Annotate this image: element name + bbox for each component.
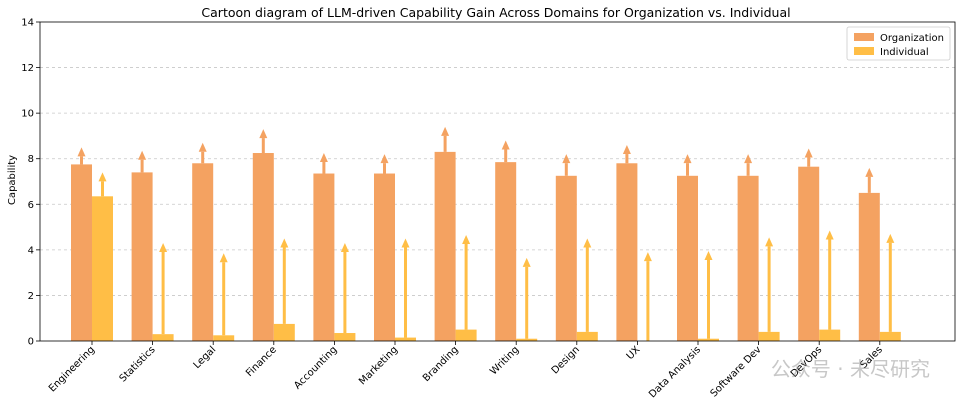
y-tick-label: 10: [21, 109, 34, 120]
y-tick-label: 4: [28, 245, 34, 256]
individual-bar: [395, 337, 416, 341]
organization-bar: [858, 192, 880, 341]
legend-label: Organization: [880, 33, 944, 44]
individual-bar: [152, 334, 174, 341]
individual-arrow-head: [522, 257, 531, 267]
organization-bar: [677, 175, 698, 341]
individual-arrow-head: [462, 235, 471, 245]
individual-arrow-head: [886, 233, 895, 243]
organization-bar: [192, 163, 214, 341]
organization-arrow-head: [683, 154, 692, 164]
individual-arrow-head: [704, 250, 713, 260]
legend: Organization Individual: [846, 26, 951, 61]
plot-frame: [39, 21, 956, 342]
y-tick-label: 14: [21, 18, 34, 29]
legend-swatch: [854, 47, 874, 55]
x-tick-label: Marketing: [357, 344, 400, 387]
individual-arrow-head: [159, 243, 168, 253]
individual-arrow-head: [765, 237, 774, 247]
organization-bar: [495, 162, 517, 341]
x-tick-label: Data Analysis: [647, 344, 703, 400]
individual-bar: [213, 335, 235, 341]
individual-bar: [455, 329, 477, 341]
x-tick-label: Engineering: [47, 344, 97, 394]
individual-arrow-head: [643, 252, 652, 262]
organization-arrow-head: [562, 154, 571, 164]
individual-bar: [92, 196, 113, 341]
organization-bar: [71, 164, 92, 341]
y-tick-label: 0: [28, 337, 34, 348]
individual-arrow-head: [280, 238, 289, 248]
organization-arrow-head: [744, 154, 753, 164]
y-tick-label: 6: [28, 200, 34, 211]
y-tick-label: 2: [28, 291, 34, 302]
x-tick-label: Statistics: [118, 344, 158, 384]
organization-arrow-head: [865, 167, 874, 177]
individual-bar: [819, 329, 841, 341]
organization-arrow-head: [380, 154, 389, 164]
x-tick-label: Finance: [244, 344, 279, 379]
organization-arrow-head: [441, 126, 450, 136]
organization-bar: [555, 175, 577, 341]
watermark: 公众号 · 未尽研究: [771, 357, 930, 381]
x-tick-label: Legal: [192, 344, 219, 371]
organization-bar: [313, 173, 335, 341]
x-tick-label: UX: [625, 344, 643, 362]
organization-bar: [434, 151, 456, 341]
y-tick-label: 8: [28, 154, 34, 165]
individual-arrow-head: [401, 238, 410, 248]
x-tick-label: Writing: [488, 344, 521, 377]
individual-bar: [698, 338, 719, 341]
individual-bar: [758, 331, 780, 341]
x-tick-label: Accounting: [292, 344, 339, 391]
organization-bar: [131, 172, 153, 341]
individual-arrow-head: [583, 238, 592, 248]
x-tick-label: Branding: [421, 344, 461, 384]
organization-arrow-head: [77, 147, 86, 157]
individual-arrow-head: [98, 172, 107, 182]
organization-arrow-head: [138, 150, 147, 160]
bars: [71, 151, 901, 341]
organization-bar: [252, 153, 274, 341]
organization-arrow-head: [198, 142, 207, 152]
organization-bar: [737, 175, 759, 341]
individual-arrow-head: [825, 230, 834, 240]
individual-bar: [334, 333, 356, 341]
individual-bar: [273, 323, 295, 341]
organization-arrow-head: [319, 153, 328, 163]
individual-bar: [879, 331, 901, 341]
individual-bar: [516, 338, 538, 341]
organization-arrow-head: [501, 140, 510, 150]
organization-bar: [374, 173, 395, 341]
individual-bar: [576, 331, 598, 341]
legend-label: Individual: [880, 47, 929, 58]
organization-arrow-head: [804, 148, 813, 158]
x-axis-ticks: Engineering Statistics Legal Finance Account…: [47, 341, 885, 400]
organization-arrow-head: [259, 129, 268, 139]
individual-arrow-head: [219, 253, 228, 263]
x-tick-label: Design: [550, 344, 582, 376]
organization-bar: [798, 166, 820, 341]
y-tick-label: 12: [21, 63, 34, 74]
organization-arrow-head: [622, 145, 631, 155]
y-axis-ticks: 0 2 4 6 8 10 12 14: [21, 18, 40, 348]
organization-bar: [616, 163, 638, 341]
individual-arrow-head: [340, 243, 349, 253]
chart-title: Cartoon diagram of LLM-driven Capability…: [201, 5, 790, 20]
legend-swatch: [854, 33, 874, 41]
y-axis-label: Capability: [7, 155, 18, 205]
x-tick-label: Software Dev: [709, 344, 764, 399]
arrows: [77, 126, 895, 341]
